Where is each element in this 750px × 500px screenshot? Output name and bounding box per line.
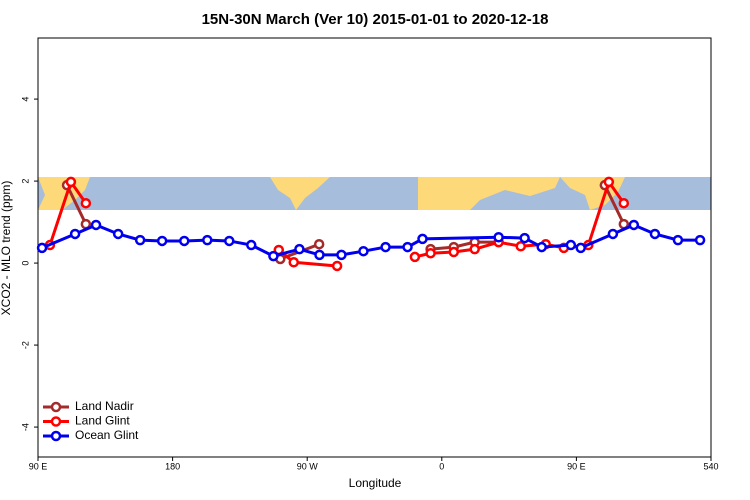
data-point (672, 234, 684, 246)
data-point (469, 243, 480, 255)
data-point (179, 235, 190, 247)
x-tick-label: 90 W (297, 461, 319, 471)
data-point (649, 228, 661, 240)
data-point (268, 250, 279, 262)
map-band (38, 177, 711, 210)
y-tick-label: 4 (20, 97, 30, 102)
data-point (90, 219, 102, 231)
y-tick-label: -2 (20, 341, 30, 349)
x-axis-label: Longitude (349, 476, 402, 490)
legend-label: Land Glint (75, 414, 130, 428)
legend-marker (50, 430, 62, 442)
data-point (336, 249, 347, 261)
data-point (358, 245, 369, 257)
data-point (288, 257, 299, 268)
y-tick-label: 2 (20, 179, 30, 184)
data-point (575, 242, 586, 254)
data-point (65, 176, 77, 188)
data-point (80, 197, 92, 209)
data-point (134, 234, 146, 246)
data-point (69, 228, 81, 240)
data-point (425, 247, 436, 259)
data-point (618, 197, 630, 209)
x-tick-label: 90 E (29, 461, 48, 471)
legend-marker (50, 401, 62, 413)
x-tick-label: 180 (165, 461, 180, 471)
series-line (41, 223, 701, 258)
data-point (519, 232, 530, 244)
data-point (314, 249, 325, 261)
legend-label: Land Nadir (75, 399, 134, 413)
data-point (224, 235, 235, 247)
data-point (246, 239, 257, 251)
data-point (628, 219, 640, 231)
data-point (603, 176, 615, 188)
data-point (694, 234, 706, 246)
data-point (448, 246, 460, 258)
land (270, 177, 330, 210)
data-point (202, 234, 213, 246)
data-point (294, 243, 305, 255)
data-point (313, 238, 325, 250)
data-point (409, 251, 421, 263)
data-point (417, 233, 428, 245)
data-point (536, 241, 547, 253)
data-point (493, 232, 504, 243)
data-point (331, 260, 343, 272)
data-point (565, 239, 577, 251)
data-point (380, 241, 391, 253)
data-point (36, 242, 48, 254)
legend-label: Ocean Glint (75, 428, 139, 442)
x-tick-label: 0 (439, 461, 444, 471)
data-point (515, 241, 527, 252)
legend-marker (50, 416, 62, 427)
data-point (112, 228, 124, 240)
x-tick-label: 540 (703, 461, 718, 471)
y-tick-label: 0 (20, 261, 30, 266)
data-point (402, 241, 413, 253)
land (38, 177, 90, 210)
data-point (156, 235, 168, 247)
data-point (607, 228, 619, 240)
land (418, 177, 560, 210)
y-axis-label: XCO2 - MLO trend (ppm) (0, 181, 13, 316)
y-tick-label: -4 (20, 423, 30, 431)
chart-title: 15N-30N March (Ver 10) 2015-01-01 to 202… (202, 11, 549, 28)
x-tick-label: 90 E (567, 461, 586, 471)
